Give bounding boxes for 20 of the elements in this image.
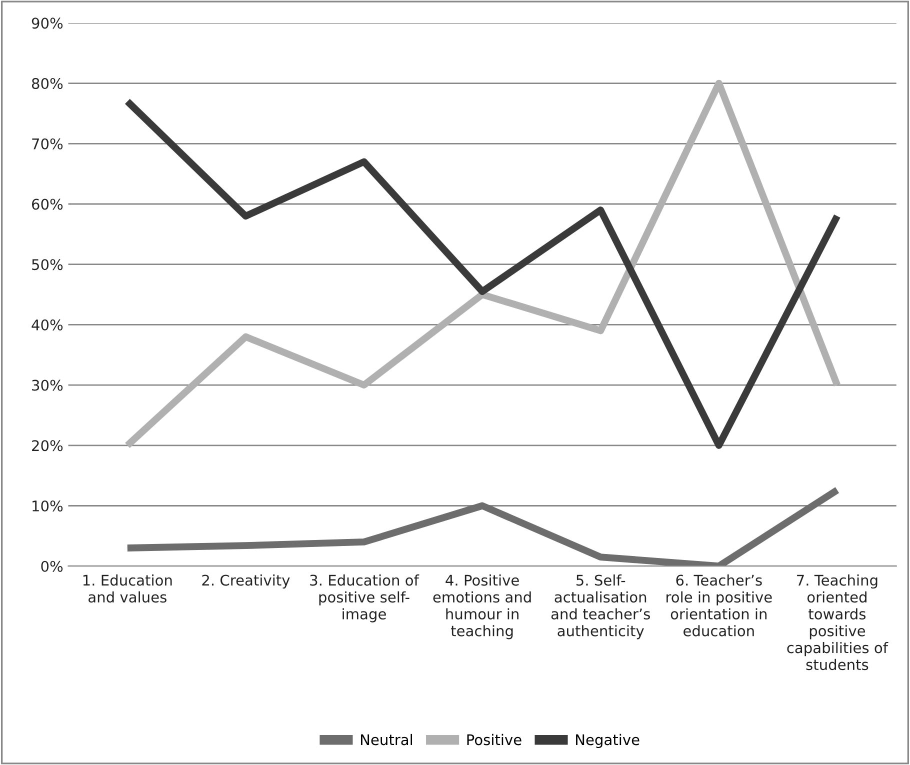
y-tick-label: 20% [32,440,63,452]
legend-label: Neutral [360,734,412,746]
y-tick-label: 40% [32,319,63,330]
y-tick-label: 50% [32,259,63,270]
legend-label: Negative [576,734,640,748]
x-tick-label: 2. Creativity [202,574,290,589]
y-tick-label: 10% [32,500,63,512]
y-tick-label: 90% [32,18,63,29]
y-tick-label: 30% [32,380,63,391]
x-tick-label: 5. Self-actualisation and teacher’s authenticity [551,574,650,640]
x-tick-label: 4. Positive emotions and humour in teaching [433,574,531,640]
y-tick-label: 80% [32,78,63,90]
y-tick-label: 0% [41,560,63,572]
x-tick-label: 3. Education of positive self-image [310,574,420,622]
legend-label: Positive [467,734,522,746]
x-tick-label: 6. Teacher’s role in positive orientation in education [666,574,772,636]
y-tick-label: 60% [32,198,63,210]
y-tick-label: 70% [32,138,63,150]
x-tick-label: 7. Teaching oriented towards positive capabilities of students [787,574,888,670]
x-tick-label: 1. Education and values [83,574,172,603]
